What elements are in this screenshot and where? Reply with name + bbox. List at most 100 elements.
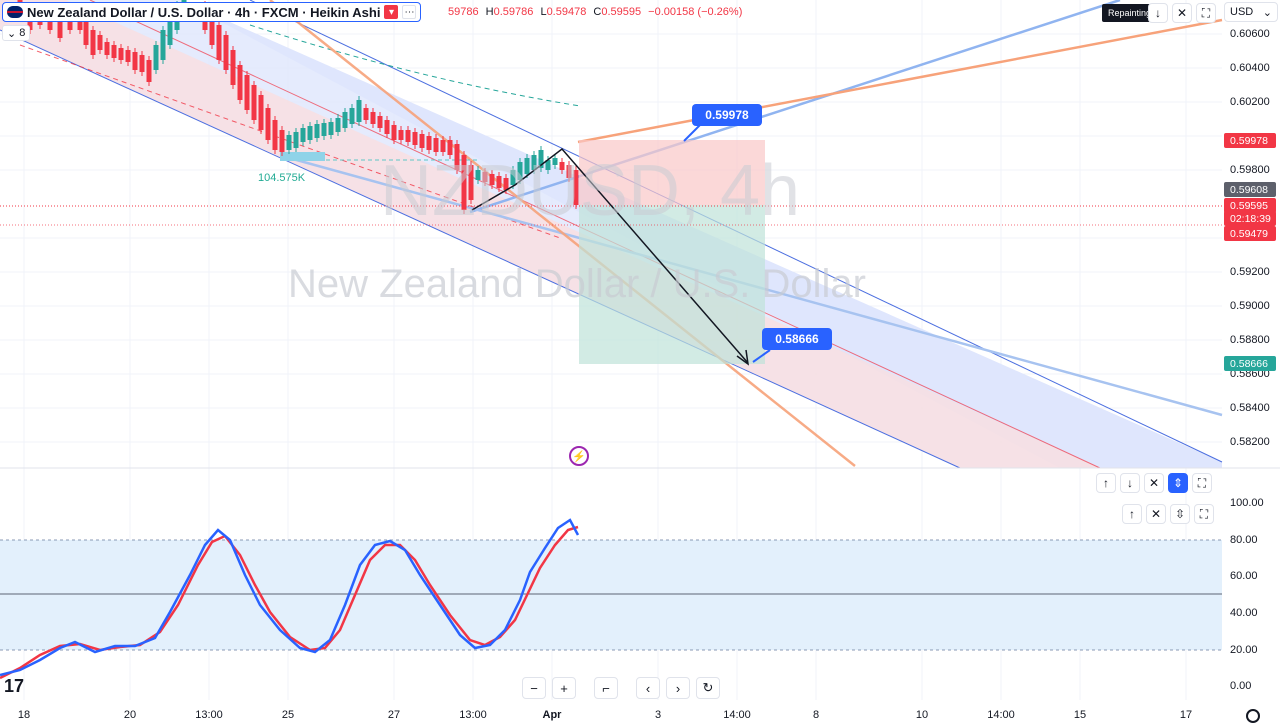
- callout-target-high[interactable]: 0.59978: [692, 104, 762, 126]
- open-value: 59786: [448, 6, 479, 18]
- refresh-icon[interactable]: ↻: [696, 677, 720, 699]
- stoch-band: [0, 540, 1222, 650]
- candle-body: [349, 108, 355, 124]
- candle-body: [475, 170, 481, 180]
- repainting-label: Repainting: [1102, 4, 1158, 22]
- candle-body: [363, 108, 369, 120]
- candle-body: [160, 30, 166, 60]
- scroll-right-icon[interactable]: ›: [666, 677, 690, 699]
- high-value: 0.59786: [493, 6, 534, 18]
- close-icon[interactable]: ✕: [1172, 3, 1192, 23]
- arrow-up-icon[interactable]: ↑: [1096, 473, 1116, 493]
- maximize-icon[interactable]: ⛶: [1196, 3, 1216, 23]
- zoom-in-icon[interactable]: +: [552, 677, 576, 699]
- chevron-down-icon: ⌄: [1262, 6, 1272, 19]
- symbol-title[interactable]: New Zealand Dollar / U.S. Dollar · 4h · …: [27, 4, 381, 20]
- candle-body: [440, 140, 446, 152]
- currency-select[interactable]: USD ⌄: [1224, 2, 1278, 22]
- candle-body: [454, 144, 460, 170]
- candle-body: [335, 118, 341, 132]
- symbol-legend[interactable]: New Zealand Dollar / U.S. Dollar · 4h · …: [2, 2, 422, 22]
- candle-body: [216, 25, 222, 60]
- price-tag-target-high: 0.59978: [1224, 133, 1276, 148]
- osc-pane-controls: ↑ ✕ ⇳ ⛶: [1122, 504, 1214, 524]
- high-label: H: [485, 6, 494, 18]
- candle-body: [286, 135, 292, 150]
- candle-body: [244, 75, 250, 110]
- price-tag-prev: 0.59608: [1224, 182, 1276, 197]
- candle-body: [83, 22, 89, 45]
- y-label: 0.58200: [1230, 436, 1270, 448]
- candle-body: [531, 155, 537, 170]
- low-label: L: [540, 6, 547, 18]
- osc-y-label: 60.00: [1230, 570, 1258, 582]
- candle-body: [503, 178, 509, 190]
- close-icon[interactable]: ✕: [1144, 473, 1164, 493]
- projected-path: [471, 147, 749, 364]
- stoch-k-line: [0, 518, 580, 677]
- callout-target-low[interactable]: 0.58666: [762, 328, 832, 350]
- y-label: 0.60600: [1230, 28, 1270, 40]
- collapse-icon[interactable]: ⇳: [1170, 504, 1190, 524]
- y-label: 0.59000: [1230, 300, 1270, 312]
- candle-body: [293, 132, 299, 148]
- y-label: 0.60200: [1230, 96, 1270, 108]
- arrow-down-icon[interactable]: ↓: [1148, 3, 1168, 23]
- currency-label: USD: [1230, 6, 1254, 18]
- alert-icon[interactable]: ▾: [384, 5, 399, 19]
- candle-body: [398, 130, 404, 140]
- candle-body: [517, 162, 523, 180]
- y-label: 0.59800: [1230, 164, 1270, 176]
- x-label: 25: [281, 709, 295, 721]
- candle-body: [118, 48, 124, 60]
- close-value: 0.59595: [601, 6, 642, 18]
- close-label: C: [593, 6, 602, 18]
- osc-y-label: 80.00: [1230, 534, 1258, 546]
- x-label: 14:00: [723, 709, 751, 721]
- candle-body: [524, 158, 530, 174]
- risk-zone: [579, 140, 765, 205]
- candle-body: [258, 95, 264, 130]
- tradingview-logo[interactable]: 17: [4, 676, 25, 696]
- y-label: 0.58800: [1230, 334, 1270, 346]
- x-label: 14:00: [987, 709, 1015, 721]
- x-label: 13:00: [459, 709, 487, 721]
- arrow-up-icon[interactable]: ↑: [1122, 504, 1142, 524]
- maximize-icon[interactable]: ⛶: [1194, 504, 1214, 524]
- scroll-left-icon[interactable]: ‹: [636, 677, 660, 699]
- bolt-icon[interactable]: ⚡: [569, 446, 589, 466]
- candle-body: [90, 30, 96, 55]
- candle-body: [468, 165, 474, 200]
- x-label: 27: [387, 709, 401, 721]
- collapse-icon[interactable]: ⇕: [1168, 473, 1188, 493]
- candle-body: [426, 136, 432, 150]
- maximize-icon[interactable]: ⛶: [1192, 473, 1212, 493]
- reset-icon[interactable]: ⌐: [594, 677, 618, 699]
- candle-body: [573, 170, 579, 205]
- candle-body: [342, 112, 348, 128]
- indicator-settings-chip[interactable]: ⌄ 8: [2, 25, 31, 41]
- x-label: 17: [1179, 709, 1193, 721]
- candle-body: [251, 85, 257, 120]
- candle-body: [412, 132, 418, 145]
- candle-body: [300, 128, 306, 142]
- close-icon[interactable]: ✕: [1146, 504, 1166, 524]
- x-label: 10: [915, 709, 929, 721]
- more-icon[interactable]: ⋯: [402, 5, 417, 19]
- gear-icon[interactable]: [1246, 709, 1260, 723]
- candle-body: [146, 60, 152, 82]
- x-label: 8: [812, 709, 820, 721]
- candle-body: [496, 176, 502, 188]
- candle-body: [321, 123, 327, 136]
- x-label: Apr: [542, 709, 562, 721]
- x-label: 15: [1073, 709, 1087, 721]
- arrow-down-icon[interactable]: ↓: [1120, 473, 1140, 493]
- price-tag-close: 0.59595: [1224, 198, 1276, 213]
- zoom-out-icon[interactable]: −: [522, 677, 546, 699]
- candle-body: [405, 130, 411, 142]
- candle-body: [377, 116, 383, 128]
- candle-body: [139, 55, 145, 72]
- candle-body: [461, 155, 467, 210]
- x-label: 20: [123, 709, 137, 721]
